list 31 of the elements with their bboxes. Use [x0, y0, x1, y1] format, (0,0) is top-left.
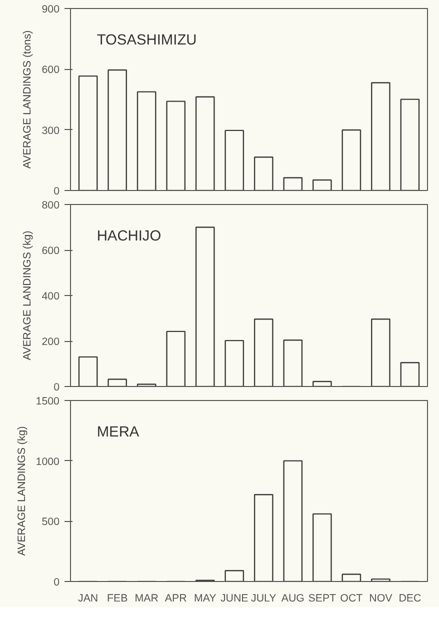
y-tick-label: 0: [54, 382, 60, 394]
x-tick-label: DEC: [398, 592, 422, 604]
text: HACHIJO: [96, 228, 162, 245]
x-tick-label: FEB: [106, 592, 128, 604]
y-tick-label: 900: [42, 4, 60, 16]
x-tick-label: MAR: [134, 592, 159, 604]
x-tick-label: AUG: [281, 592, 304, 604]
y-axis-title: AVERAGE LANDINGS (kg): [22, 230, 34, 360]
x-tick-label: JAN: [78, 592, 98, 604]
y-tick-label: 300: [42, 124, 60, 137]
y-tick-label: 500: [42, 516, 60, 528]
y-tick-label: 400: [42, 290, 60, 302]
y-tick-label: 600: [42, 245, 60, 257]
x-tick-label: OCT: [340, 592, 364, 604]
text: TOSASHIMIZU: [96, 32, 197, 49]
text: MERA: [96, 424, 140, 440]
x-tick-label: SEPT: [308, 592, 337, 604]
x-tick-label: JUNE: [220, 592, 248, 604]
y-tick-label: 1500: [36, 396, 60, 408]
y-axis-title: AVERAGE LANDINGS (tons): [22, 30, 34, 169]
y-tick-label: 0: [54, 186, 60, 198]
x-tick-label: NOV: [369, 592, 394, 604]
x-tick-label: MAY: [194, 592, 216, 604]
x-tick-label: APR: [164, 592, 188, 604]
y-axis-title: AVERAGE LANDINGS (kg): [16, 426, 28, 556]
y-tick-label: 200: [42, 336, 60, 348]
y-tick-label: 0: [54, 576, 60, 588]
y-tick-label: 1000: [36, 456, 60, 468]
y-tick-label: 800: [42, 200, 60, 212]
y-tick-label: 600: [42, 64, 60, 76]
x-tick-label: JULY: [251, 592, 276, 604]
